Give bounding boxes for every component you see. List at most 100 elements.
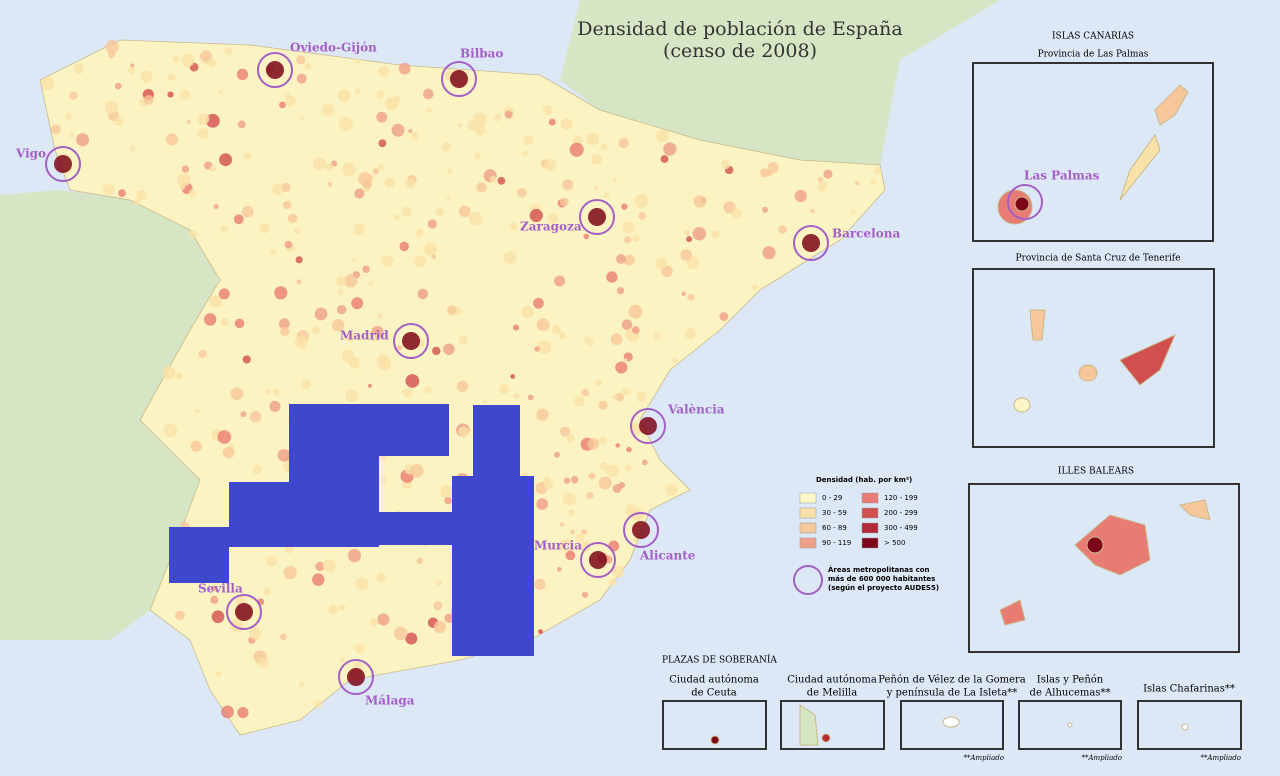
density-patch [570,475,579,484]
portugal [0,190,220,640]
city-label: Málaga [365,694,415,708]
density-patch [552,325,562,335]
density-patch [687,293,695,301]
density-patch [197,112,210,125]
density-patch [548,118,556,126]
density-patch [538,629,543,635]
density-patch [608,540,620,552]
density-patch [433,620,447,634]
density-patch [509,222,518,231]
density-patch [270,249,277,256]
ampliado-note: **Ampliado [963,754,1004,762]
density-patch [794,189,807,203]
city-label: Madrid [340,329,389,343]
density-patch [284,240,293,249]
density-patch [209,295,223,308]
density-patch [751,284,758,291]
density-patch [213,204,219,210]
density-patch [209,165,217,172]
legend-swatch [861,492,879,504]
density-patch [612,395,617,400]
density-patch [414,255,427,268]
density-patch [624,464,632,472]
metro-hotspot [54,155,72,173]
density-patch [215,670,222,678]
density-patch [338,604,346,611]
metro-hotspot [632,521,650,539]
density-patch [358,172,372,186]
density-patch [560,118,573,130]
density-patch [354,643,365,654]
density-patch [345,389,358,403]
density-patch [581,388,590,397]
density-patch [624,236,632,244]
density-patch [272,183,284,195]
density-patch [566,433,575,443]
density-patch [431,254,437,260]
density-patch [663,142,677,156]
density-patch [581,591,589,598]
metro-hotspot [589,551,607,569]
density-patch [447,305,457,315]
density-patch [288,213,298,223]
density-patch [283,200,292,210]
density-patch [140,70,153,83]
density-patch [543,158,557,172]
legend-swatch [799,522,817,534]
density-patch [73,63,84,75]
density-patch [312,157,327,171]
density-patch [197,128,209,139]
france [560,0,1000,165]
density-patch [218,89,224,95]
density-patch [211,610,225,624]
density-patch [626,446,632,453]
density-patch [396,344,403,351]
density-patch [622,221,635,234]
density-patch [355,576,369,591]
title: Densidad de población de España [577,18,902,40]
density-patch [377,164,385,171]
density-patch [628,304,643,319]
density-patch [632,326,640,334]
density-patch [175,372,183,380]
density-patch [371,333,380,342]
density-patch [580,541,591,552]
density-patch [417,288,429,300]
density-patch [249,410,262,423]
density-patch [606,271,618,283]
density-patch [559,522,565,527]
density-patch [583,233,590,240]
density-patch [376,111,388,123]
density-patch [632,234,640,243]
metro-hotspot [450,70,468,88]
density-patch [623,254,635,266]
density-patch [354,88,361,94]
density-patch [369,618,378,627]
density-patch [312,573,325,586]
density-patch [652,332,660,340]
density-patch [870,178,877,186]
density-patch [762,206,769,213]
density-patch [440,485,455,499]
density-patch [499,384,509,395]
density-patch [229,618,244,633]
density-patch [178,184,185,191]
density-patch [427,219,437,229]
density-patch [220,318,229,327]
legend-note: Áreas metropolitanas con [828,565,930,574]
density-patch [378,139,387,148]
density-patch [476,182,487,193]
density-patch [570,529,575,535]
legend-swatch [799,492,817,504]
legend-note: más de 600 000 habitantes [828,575,935,583]
density-patch [536,498,548,510]
density-patch [104,100,119,115]
density-patch [378,66,389,77]
density-patch [220,225,229,234]
city-label: València [667,403,725,417]
city-label: Zaragoza [520,220,582,234]
plazas-heading: PLAZAS DE SOBERANÍA [662,654,777,666]
density-patch [435,207,444,216]
density-patch [598,436,607,445]
density-patch [510,374,516,379]
